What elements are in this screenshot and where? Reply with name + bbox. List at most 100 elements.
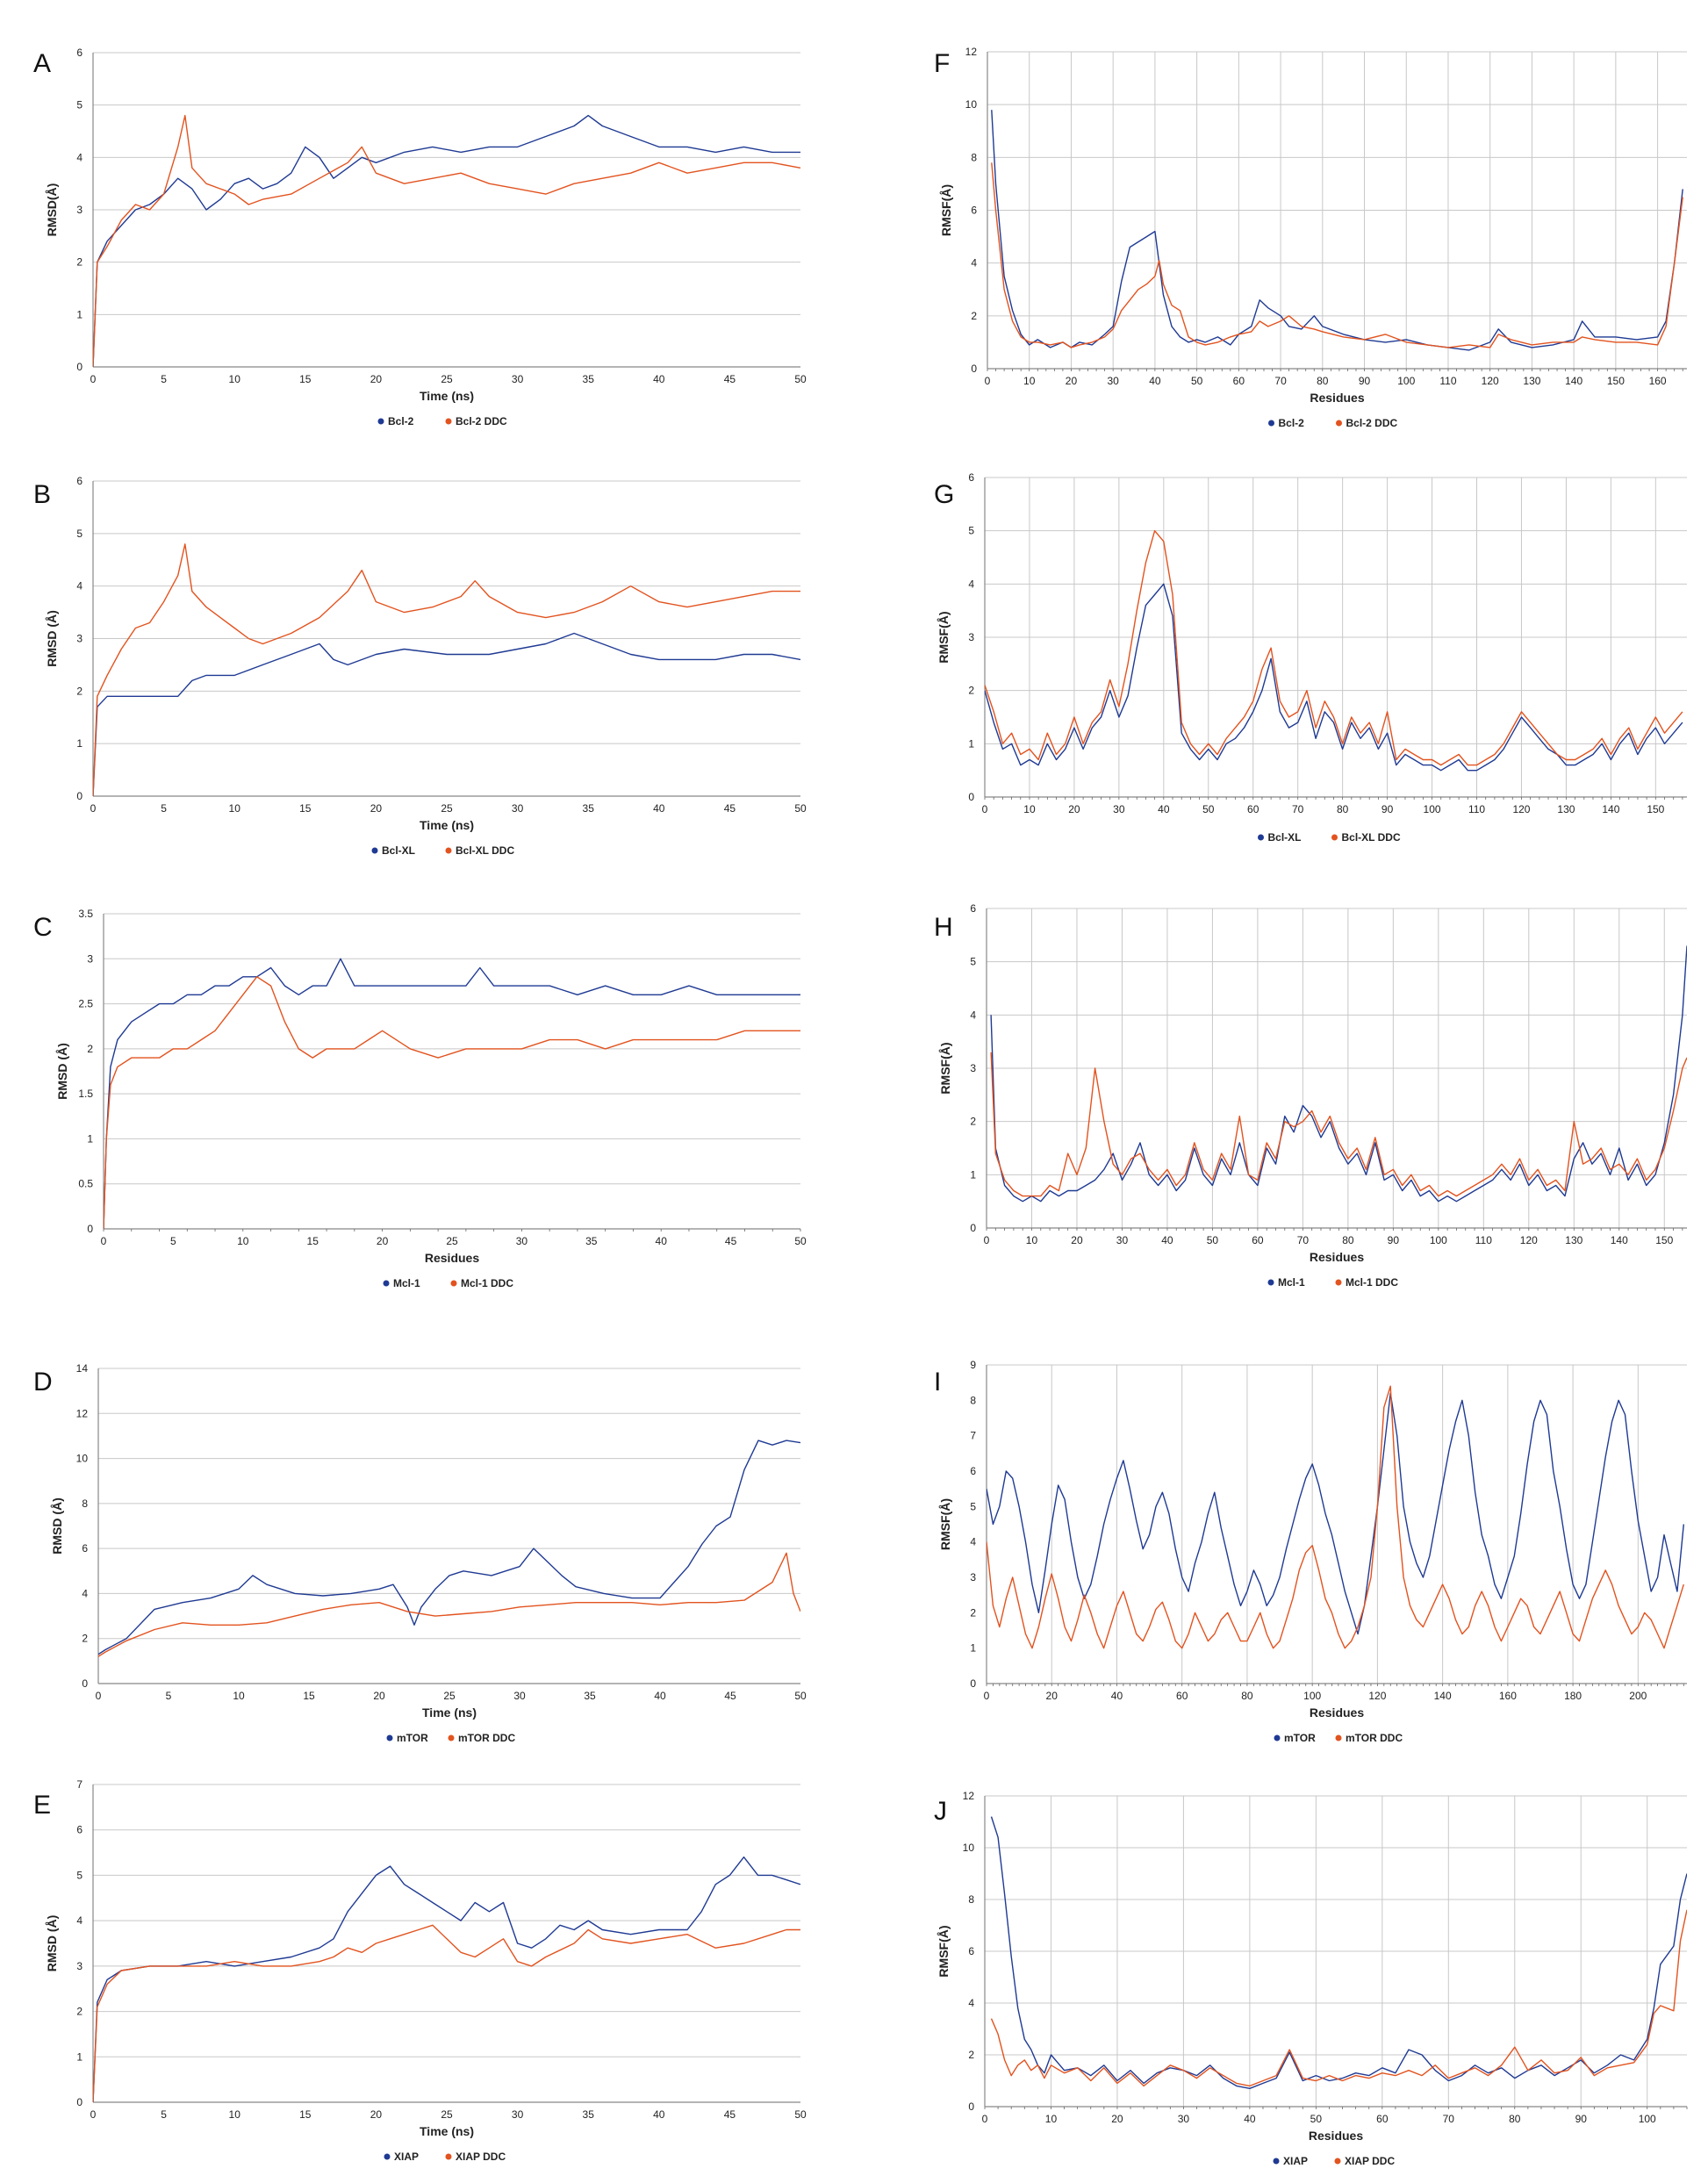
legend-label: mTOR — [397, 1732, 428, 1744]
x-tick-label: 100 — [1424, 803, 1441, 815]
panel-letter: B — [33, 480, 51, 509]
y-tick-label: 1 — [76, 737, 83, 750]
legend-marker — [1335, 1279, 1342, 1286]
y-tick-label: 3 — [87, 952, 93, 965]
x-tick-label: 25 — [446, 1235, 458, 1247]
y-tick-label: 2 — [76, 2006, 83, 2018]
x-tick-label: 10 — [229, 2108, 241, 2121]
x-tick-label: 50 — [1191, 375, 1203, 387]
series-line-xiap — [990, 1816, 1687, 2090]
x-tick-label: 20 — [377, 1235, 389, 1247]
y-tick-label: 5 — [968, 525, 974, 537]
series-line-mtor — [98, 1440, 800, 1655]
y-tick-label: 0 — [970, 1222, 976, 1234]
y-tick-label: 4 — [968, 1997, 974, 2009]
x-tick-label: 60 — [1376, 2113, 1389, 2125]
x-tick-label: 60 — [1252, 1234, 1264, 1246]
x-axis-title: Residues — [1309, 2129, 1363, 2143]
x-tick-label: 10 — [233, 1690, 245, 1702]
legend-marker — [448, 1734, 455, 1741]
legend-label: Bcl-2 DDC — [1346, 417, 1398, 429]
x-tick-label: 50 — [794, 1235, 807, 1247]
x-tick-label: 50 — [794, 802, 807, 815]
legend-label: mTOR — [1284, 1732, 1316, 1744]
x-tick-label: 0 — [101, 1235, 107, 1247]
legend-marker — [1267, 1279, 1274, 1286]
y-tick-label: 7 — [76, 1778, 83, 1791]
y-tick-label: 6 — [970, 902, 976, 915]
y-tick-label: 1 — [76, 308, 83, 320]
x-tick-label: 40 — [1111, 1690, 1123, 1702]
y-tick-label: 6 — [968, 471, 974, 484]
x-tick-label: 30 — [1116, 1234, 1129, 1246]
x-axis-title: Time (ns) — [420, 2124, 474, 2138]
x-tick-label: 160 — [1499, 1690, 1517, 1702]
series-line-bcl-xl — [985, 583, 1683, 772]
x-tick-label: 80 — [1509, 2113, 1521, 2125]
y-tick-label: 12 — [963, 1790, 975, 1802]
chart-panel-j: J 0 10 20 30 40 50 60 70 80 90 100 0 2 4 6 8 10 12 Residues… — [934, 1790, 1688, 2167]
series-line-mcl-1-ddc — [990, 1052, 1687, 1197]
x-tick-label: 30 — [516, 1235, 528, 1247]
legend-marker — [1334, 2158, 1341, 2165]
y-tick-label: 3 — [76, 204, 83, 216]
y-tick-label: 3 — [970, 1571, 976, 1583]
y-axis-title: RMSF(Å) — [937, 611, 951, 663]
panel-letter: I — [934, 1368, 941, 1397]
y-axis-title: RMSD (Å) — [50, 1497, 64, 1555]
y-tick-label: 14 — [76, 1362, 89, 1375]
x-tick-label: 25 — [441, 373, 453, 385]
x-tick-label: 15 — [307, 1235, 319, 1247]
x-tick-label: 20 — [370, 2108, 383, 2121]
x-tick-label: 120 — [1482, 375, 1499, 387]
y-axis-title: RMSF(Å) — [938, 1498, 952, 1550]
x-tick-label: 90 — [1388, 1234, 1400, 1246]
y-tick-label: 6 — [970, 1465, 976, 1477]
legend-marker — [1331, 834, 1338, 841]
x-tick-label: 5 — [170, 1235, 176, 1247]
x-tick-label: 140 — [1602, 803, 1619, 815]
series-line-mcl-1 — [990, 945, 1687, 1203]
series-line-bcl-2 — [991, 110, 1683, 351]
series-line-bcl-xl-ddc — [93, 543, 800, 796]
legend-label: Mcl-1 — [393, 1277, 420, 1289]
legend-marker — [1335, 1734, 1342, 1741]
x-tick-label: 35 — [583, 2108, 595, 2121]
x-tick-label: 15 — [299, 802, 312, 815]
y-tick-label: 5 — [76, 528, 83, 540]
x-tick-label: 90 — [1359, 375, 1371, 387]
series-line-mtor — [987, 1392, 1684, 1635]
legend-marker — [1336, 420, 1342, 427]
x-tick-label: 10 — [237, 1235, 249, 1247]
x-tick-label: 20 — [1068, 803, 1080, 815]
legend-label: mTOR DDC — [458, 1732, 515, 1744]
y-tick-label: 9 — [970, 1359, 976, 1371]
x-tick-label: 80 — [1241, 1690, 1253, 1702]
x-axis-title: Time (ns) — [420, 389, 474, 403]
legend-label: mTOR DDC — [1346, 1732, 1403, 1744]
x-tick-label: 50 — [794, 1690, 807, 1702]
x-tick-label: 40 — [653, 2108, 665, 2121]
y-tick-label: 5 — [76, 1869, 83, 1881]
y-tick-label: 12 — [76, 1407, 89, 1419]
legend-marker — [1268, 420, 1274, 427]
y-tick-label: 2 — [76, 256, 83, 269]
y-tick-label: 3 — [968, 631, 974, 643]
y-tick-label: 12 — [965, 46, 978, 58]
x-tick-label: 5 — [161, 373, 167, 385]
x-tick-label: 30 — [512, 2108, 524, 2121]
y-tick-label: 8 — [971, 151, 977, 163]
y-tick-label: 10 — [76, 1453, 89, 1465]
panel-letter: J — [934, 1797, 947, 1826]
series-line-bcl-2-ddc — [991, 162, 1683, 348]
x-tick-label: 0 — [90, 2108, 97, 2121]
y-tick-label: 8 — [968, 1893, 974, 1906]
panel-letter: D — [33, 1368, 53, 1397]
y-tick-label: 8 — [82, 1497, 88, 1510]
x-tick-label: 40 — [1158, 803, 1170, 815]
x-tick-label: 110 — [1439, 375, 1456, 387]
x-tick-label: 0 — [90, 373, 97, 385]
